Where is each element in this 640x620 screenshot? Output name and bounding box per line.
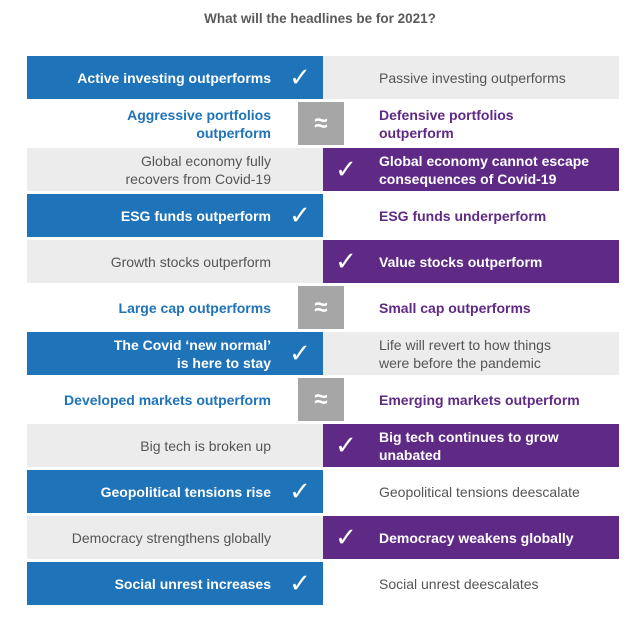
right-headline: Big tech continues to grow unabated (323, 424, 619, 467)
left-headline: Active investing outperforms (27, 56, 323, 99)
left-headline: Global economy fully recovers from Covid… (27, 148, 323, 191)
right-headline-text: Small cap outperforms (379, 299, 531, 316)
check-icon: ✓ (335, 522, 357, 552)
right-headline-text: Defensive portfolios outperform (379, 106, 514, 141)
left-headline: Democracy strengthens globally (27, 516, 323, 559)
right-headline: Life will revert to how things were befo… (323, 332, 619, 375)
left-headline-text: Global economy fully recovers from Covid… (125, 152, 272, 187)
check-icon: ✓ (289, 338, 311, 368)
headline-row: Global economy fully recovers from Covid… (27, 148, 619, 191)
right-headline: Social unrest deescalates (323, 562, 619, 605)
check-icon: ✓ (289, 62, 311, 92)
right-headline-text: Passive investing outperforms (379, 69, 566, 86)
headline-row: Large cap outperforms Small cap outperfor… (27, 286, 619, 329)
right-headline: Passive investing outperforms (323, 56, 619, 99)
left-headline-text: Aggressive portfolios outperform (127, 106, 271, 141)
right-headline: Value stocks outperform (323, 240, 619, 283)
headline-row: Democracy strengthens globally Democracy … (27, 516, 619, 559)
check-icon: ✓ (289, 568, 311, 598)
left-headline: Developed markets outperform (27, 378, 323, 421)
right-headline-text: ESG funds underperform (379, 207, 547, 224)
left-headline: ESG funds outperform (27, 194, 323, 237)
left-headline: Growth stocks outperform (27, 240, 323, 283)
right-headline: Emerging markets outperform (323, 378, 619, 421)
right-headline-text: Geopolitical tensions deescalate (379, 483, 580, 500)
approx-icon: ≈ (298, 102, 344, 145)
right-headline-text: Global economy cannot escape consequence… (379, 152, 590, 187)
page-title: What will the headlines be for 2021? (204, 11, 436, 26)
headline-grid: Active investing outperforms Passive inve… (27, 56, 619, 608)
left-headline-text: Developed markets outperform (64, 391, 271, 408)
right-headline: Geopolitical tensions deescalate (323, 470, 619, 513)
headline-row: Growth stocks outperform Value stocks out… (27, 240, 619, 283)
headline-row: ESG funds outperform ESG funds underperfo… (27, 194, 619, 237)
check-icon: ✓ (335, 154, 357, 184)
left-headline: Large cap outperforms (27, 286, 323, 329)
right-headline-text: Emerging markets outperform (379, 391, 580, 408)
right-headline: ESG funds underperform (323, 194, 619, 237)
check-icon: ✓ (335, 246, 357, 276)
left-headline-text: ESG funds outperform (120, 207, 271, 224)
left-headline: The Covid ‘new normal’ is here to stay (27, 332, 323, 375)
right-headline: Small cap outperforms (323, 286, 619, 329)
headline-row: The Covid ‘new normal’ is here to stay Li… (27, 332, 619, 375)
left-headline-text: Active investing outperforms (77, 69, 271, 86)
left-headline: Aggressive portfolios outperform (27, 102, 323, 145)
check-icon: ✓ (289, 200, 311, 230)
approx-icon: ≈ (298, 286, 344, 329)
right-headline-text: Life will revert to how things were befo… (379, 336, 551, 371)
check-icon: ✓ (335, 430, 357, 460)
headline-row: Aggressive portfolios outperform Defensiv… (27, 102, 619, 145)
headline-row: Active investing outperforms Passive inve… (27, 56, 619, 99)
left-headline: Social unrest increases (27, 562, 323, 605)
approx-icon: ≈ (298, 378, 344, 421)
left-headline-text: Growth stocks outperform (110, 253, 271, 270)
left-headline: Geopolitical tensions rise (27, 470, 323, 513)
headline-row: Big tech is broken up Big tech continues … (27, 424, 619, 467)
right-headline: Global economy cannot escape consequence… (323, 148, 619, 191)
left-headline: Big tech is broken up (27, 424, 323, 467)
right-headline: Democracy weakens globally (323, 516, 619, 559)
left-headline-text: Big tech is broken up (140, 437, 271, 454)
left-headline-text: Large cap outperforms (118, 299, 271, 316)
headline-row: Geopolitical tensions rise Geopolitical t… (27, 470, 619, 513)
check-icon: ✓ (289, 476, 311, 506)
right-headline-text: Value stocks outperform (379, 253, 543, 270)
left-headline-text: Geopolitical tensions rise (100, 483, 271, 500)
left-headline-text: Democracy strengthens globally (71, 529, 271, 546)
left-headline-text: Social unrest increases (114, 575, 271, 592)
headline-row: Developed markets outperform Emerging mar… (27, 378, 619, 421)
headline-row: Social unrest increases Social unrest dee… (27, 562, 619, 605)
right-headline-text: Democracy weakens globally (379, 529, 574, 546)
right-headline-text: Social unrest deescalates (379, 575, 539, 592)
left-headline-text: The Covid ‘new normal’ is here to stay (113, 336, 271, 371)
right-headline-text: Big tech continues to grow unabated (379, 428, 559, 463)
right-headline: Defensive portfolios outperform (323, 102, 619, 145)
